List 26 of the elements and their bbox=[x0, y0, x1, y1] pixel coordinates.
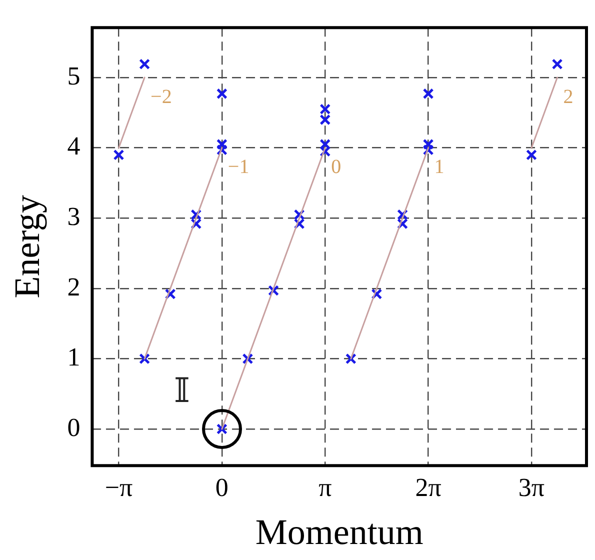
point bbox=[139, 58, 150, 70]
series-label: 0 bbox=[331, 156, 342, 178]
x-tick-label: π bbox=[318, 473, 332, 502]
y-tick-label: 3 bbox=[67, 202, 80, 231]
point bbox=[113, 149, 124, 160]
annotation: 𝕀 bbox=[174, 370, 190, 411]
x-tick-label: −π bbox=[104, 473, 133, 502]
x-tick-label: 0 bbox=[215, 473, 228, 502]
x-tick-label: 3π bbox=[518, 473, 545, 502]
point bbox=[422, 88, 434, 100]
y-axis-title: Energy bbox=[7, 194, 48, 298]
series-label: −2 bbox=[150, 86, 172, 108]
y-tick-label: 0 bbox=[67, 412, 80, 442]
y-tick-label: 1 bbox=[67, 342, 80, 372]
x-tick-label: 2π bbox=[415, 473, 442, 502]
series-label: −1 bbox=[228, 156, 250, 178]
point bbox=[552, 58, 563, 70]
series-label: 2 bbox=[563, 86, 574, 108]
series-label: 1 bbox=[434, 156, 444, 178]
point bbox=[216, 88, 228, 100]
x-axis-title: Momentum bbox=[255, 512, 424, 552]
y-tick-label: 2 bbox=[67, 272, 80, 302]
point bbox=[345, 353, 356, 364]
y-tick-label: 4 bbox=[67, 132, 80, 161]
y-tick-label: 5 bbox=[67, 61, 80, 90]
point bbox=[526, 149, 537, 160]
